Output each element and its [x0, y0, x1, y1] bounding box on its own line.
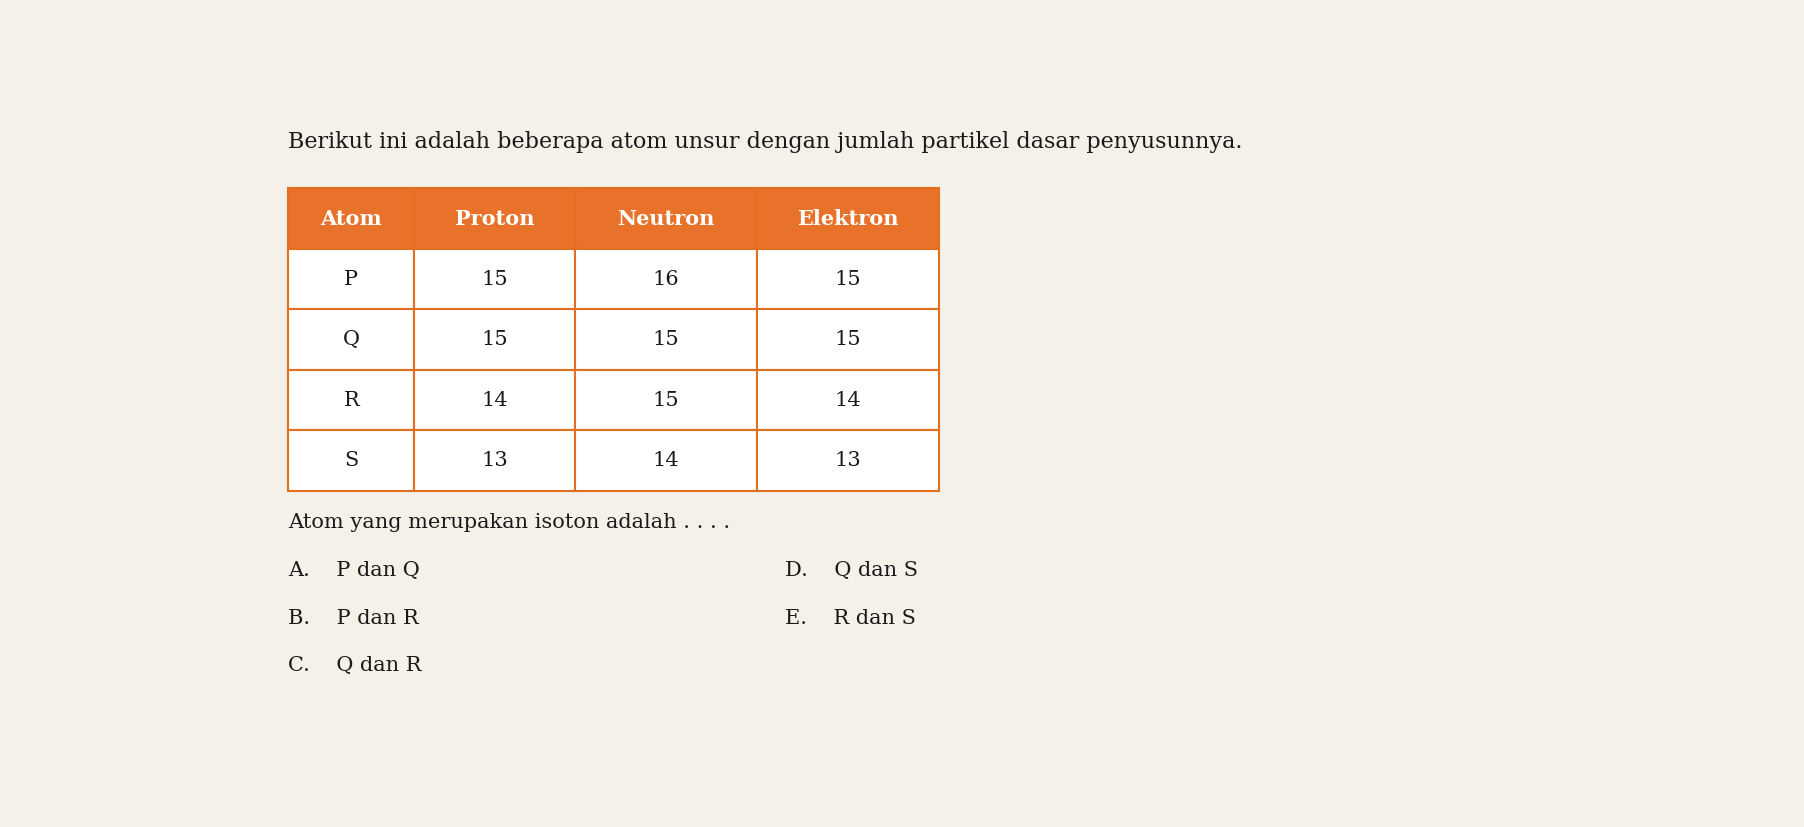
Bar [575, 430, 758, 491]
Text: E.    R dan S: E. R dan S [785, 609, 916, 628]
Bar [415, 309, 575, 370]
Text: Proton: Proton [455, 208, 534, 228]
Bar [575, 370, 758, 430]
Bar [415, 370, 575, 430]
Bar [758, 370, 938, 430]
Bar [289, 430, 415, 491]
Text: A.    P dan Q: A. P dan Q [289, 561, 420, 580]
Text: S: S [345, 451, 359, 470]
Text: 14: 14 [482, 390, 509, 409]
Bar [575, 189, 758, 249]
Text: 15: 15 [482, 270, 509, 289]
Text: B.    P dan R: B. P dan R [289, 609, 419, 628]
Bar [289, 309, 415, 370]
Text: P: P [345, 270, 359, 289]
Text: Atom yang merupakan isoton adalah . . . .: Atom yang merupakan isoton adalah . . . … [289, 513, 731, 532]
Bar [758, 189, 938, 249]
Text: 15: 15 [653, 390, 680, 409]
Text: 16: 16 [653, 270, 680, 289]
Bar [415, 189, 575, 249]
Text: Q: Q [343, 330, 359, 349]
Text: 15: 15 [482, 330, 509, 349]
Bar [575, 249, 758, 309]
Text: 15: 15 [833, 270, 861, 289]
Bar [575, 309, 758, 370]
Text: Atom: Atom [321, 208, 382, 228]
Text: Berikut ini adalah beberapa atom unsur dengan jumlah partikel dasar penyusunnya.: Berikut ini adalah beberapa atom unsur d… [289, 131, 1243, 153]
Text: 15: 15 [653, 330, 680, 349]
Bar [289, 189, 415, 249]
Text: 15: 15 [833, 330, 861, 349]
Text: 13: 13 [482, 451, 509, 470]
Text: C.    Q dan R: C. Q dan R [289, 657, 422, 676]
Text: D.    Q dan S: D. Q dan S [785, 561, 918, 580]
Text: 14: 14 [653, 451, 680, 470]
Bar [758, 249, 938, 309]
Text: Elektron: Elektron [797, 208, 898, 228]
Text: Neutron: Neutron [617, 208, 714, 228]
Bar [415, 430, 575, 491]
Text: 13: 13 [833, 451, 861, 470]
Bar [758, 309, 938, 370]
Text: R: R [343, 390, 359, 409]
Bar [758, 430, 938, 491]
Bar [289, 370, 415, 430]
Text: 14: 14 [833, 390, 861, 409]
Bar [415, 249, 575, 309]
Bar [289, 249, 415, 309]
